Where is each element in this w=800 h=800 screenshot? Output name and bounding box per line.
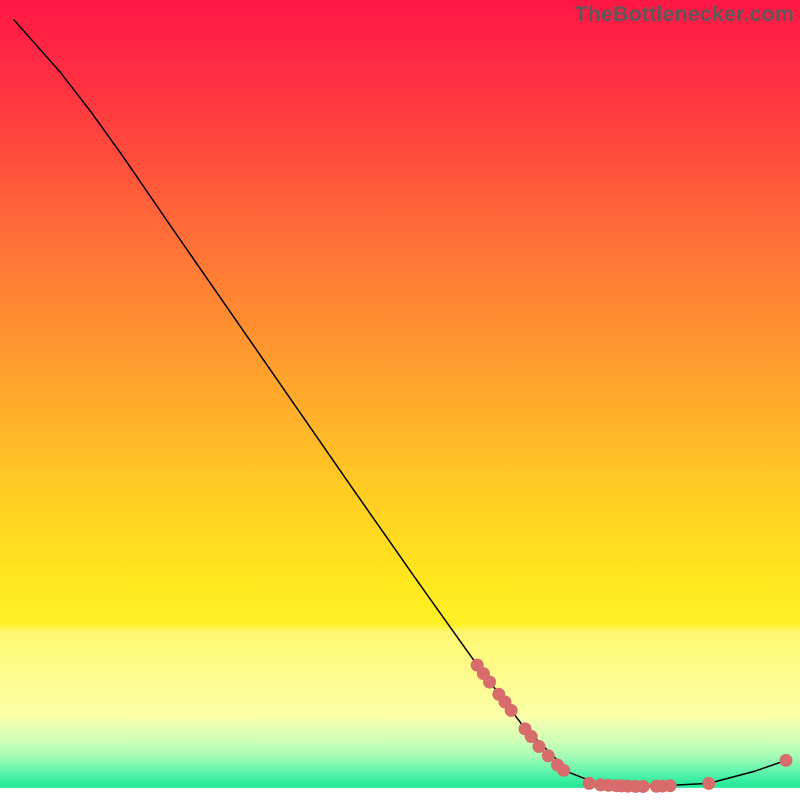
highlight-marker: [483, 676, 496, 689]
highlight-marker: [664, 779, 677, 792]
highlight-marker: [583, 777, 596, 790]
highlight-marker: [780, 754, 793, 767]
highlight-marker: [702, 777, 715, 790]
chart-canvas: [0, 0, 800, 800]
highlight-marker: [542, 749, 555, 762]
highlight-marker: [637, 780, 650, 793]
gradient-background: [0, 0, 800, 800]
highlight-marker: [505, 704, 518, 717]
highlight-marker: [557, 764, 570, 777]
highlight-marker: [532, 740, 545, 753]
bottleneck-chart: TheBottlenecker.com: [0, 0, 800, 800]
